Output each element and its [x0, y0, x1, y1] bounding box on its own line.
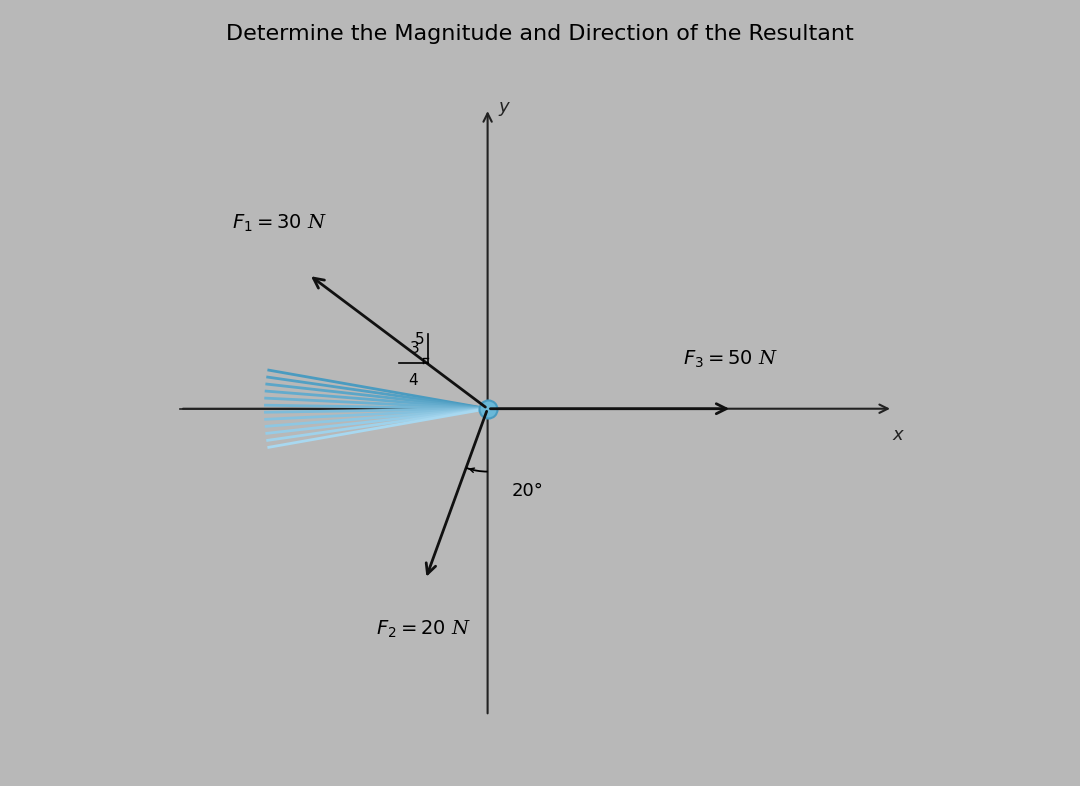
Text: $F_2 = 20$ N: $F_2 = 20$ N — [376, 619, 471, 640]
Text: 20°: 20° — [512, 482, 544, 500]
Text: $F_1 = 30$ N: $F_1 = 30$ N — [232, 213, 327, 234]
Text: 3: 3 — [409, 341, 419, 356]
Text: Determine the Magnitude and Direction of the Resultant: Determine the Magnitude and Direction of… — [226, 24, 854, 43]
Text: x: x — [893, 426, 903, 444]
Text: 4: 4 — [408, 373, 418, 388]
Text: $F_3 = 50$ N: $F_3 = 50$ N — [684, 349, 779, 370]
Text: 5: 5 — [415, 332, 424, 347]
Text: y: y — [498, 97, 509, 116]
